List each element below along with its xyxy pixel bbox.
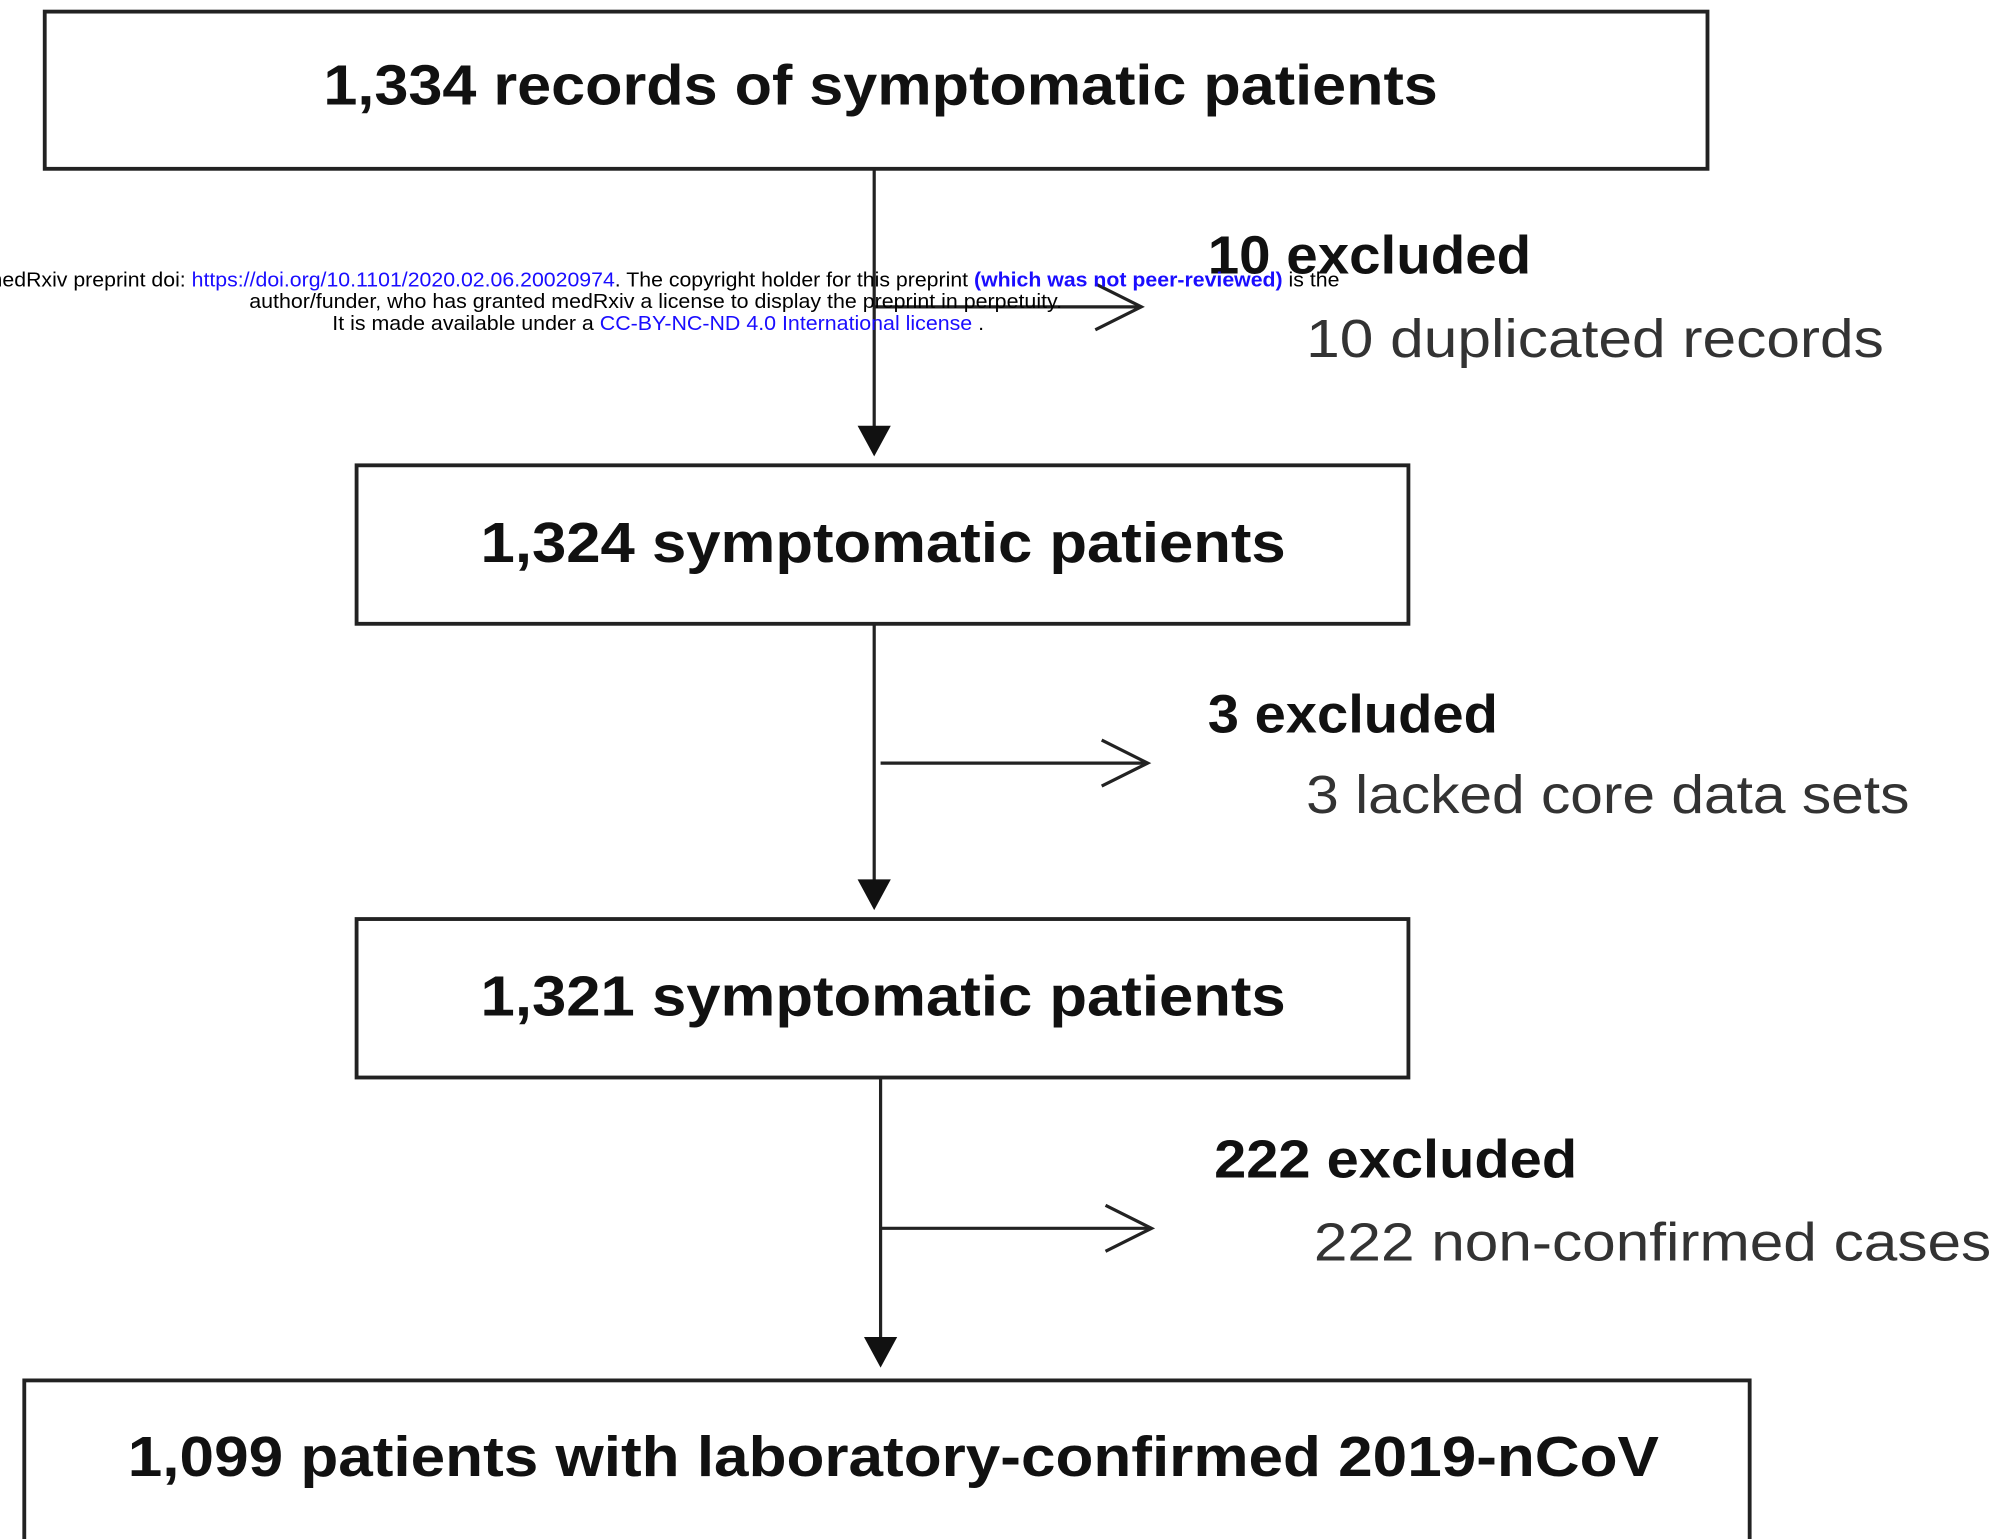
- exclusion-reason: 222 non-confirmed cases: [1314, 1212, 1991, 1272]
- side-arrow-head: [1094, 282, 1145, 332]
- arrow-head: [863, 1336, 898, 1368]
- watermark-text: It is made available under a: [332, 312, 599, 335]
- watermark-link[interactable]: CC-BY-NC-ND 4.0 International license: [600, 312, 972, 335]
- side-arrow-head: [1104, 1203, 1156, 1253]
- side-arrow-head: [1100, 738, 1152, 788]
- exclusion-title: 10 excluded: [1208, 226, 1531, 286]
- node-label: 1,321 symptomatic patients: [481, 965, 1286, 1028]
- box: [42, 9, 1710, 171]
- box: [354, 463, 1411, 626]
- watermark-text: .: [972, 312, 984, 335]
- arrow-head: [857, 425, 891, 457]
- arrow-head: [857, 879, 891, 911]
- exclusion-reason: 10 duplicated records: [1306, 309, 1884, 369]
- watermark-line: author/funder, who has granted medRxiv a…: [249, 290, 1062, 313]
- watermark-text: is the: [1283, 268, 1340, 291]
- node-label: 1,099 patients with laboratory-confirmed…: [128, 1425, 1660, 1488]
- watermark-text: medRxiv preprint doi:: [0, 268, 192, 291]
- watermark-emphasis: (which was not peer-reviewed): [974, 268, 1283, 291]
- watermark-line: medRxiv preprint doi: https://doi.org/10…: [0, 268, 1339, 291]
- exclusion-title: 3 excluded: [1208, 685, 1498, 745]
- exclusion-reason: 3 lacked core data sets: [1306, 765, 1909, 825]
- watermark-link[interactable]: https://doi.org/10.1101/2020.02.06.20020…: [192, 268, 615, 291]
- watermark-text: . The copyright holder for this preprint: [615, 268, 974, 291]
- node-label: 1,324 symptomatic patients: [481, 511, 1286, 574]
- watermark-line: It is made available under a CC-BY-NC-ND…: [332, 312, 984, 335]
- node-label: 1,334 records of symptomatic patients: [323, 53, 1437, 116]
- box: [22, 1378, 1752, 1539]
- exclusion-title: 222 excluded: [1214, 1129, 1577, 1189]
- box: [354, 917, 1411, 1080]
